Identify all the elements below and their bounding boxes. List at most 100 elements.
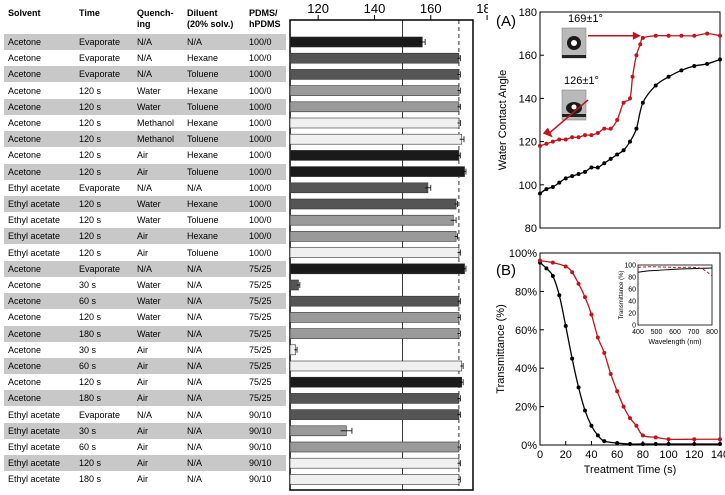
data-point-red bbox=[628, 96, 632, 101]
cell-time: 180 s bbox=[79, 474, 102, 485]
data-point-black bbox=[583, 408, 587, 413]
data-point-black bbox=[640, 100, 645, 105]
cell-ratio: 100/0 bbox=[249, 182, 272, 193]
annotation-low-angle: 126±1° bbox=[564, 75, 599, 87]
cell-quench: Air bbox=[137, 458, 148, 469]
header-quenching-line2: ing bbox=[137, 19, 151, 29]
cell-time: Evaporate bbox=[79, 53, 121, 64]
data-point-red bbox=[634, 423, 639, 428]
table-row: Acetone 180 s Water N/A 75/25 bbox=[4, 325, 286, 342]
x-tick-label: 80 bbox=[637, 449, 649, 461]
data-point-black bbox=[550, 274, 555, 279]
cell-quench: N/A bbox=[137, 182, 153, 193]
cell-solvent: Acetone bbox=[8, 361, 42, 371]
cell-ratio: 75/25 bbox=[249, 361, 272, 371]
cell-solvent: Acetone bbox=[8, 344, 42, 355]
data-point-red bbox=[640, 35, 645, 40]
cell-time: 60 s bbox=[79, 442, 97, 452]
arrow-low-shaft bbox=[548, 99, 589, 135]
data-point-black bbox=[666, 442, 671, 447]
data-point-red bbox=[628, 416, 632, 421]
table-row: Acetone 120 s Water Toluene 100/0 bbox=[4, 98, 286, 115]
table-row: Ethyl acetate 30 s Air N/A 90/10 bbox=[4, 422, 286, 439]
cell-quench: Air bbox=[137, 425, 148, 436]
x-tick-label: 0 bbox=[537, 449, 543, 461]
data-point-black bbox=[615, 441, 620, 446]
cell-ratio: 90/10 bbox=[249, 442, 272, 452]
bar bbox=[289, 474, 460, 485]
cell-time: Evaporate bbox=[79, 182, 121, 193]
data-point-red bbox=[602, 350, 607, 355]
cell-solvent: Acetone bbox=[8, 312, 42, 323]
cell-ratio: 75/25 bbox=[249, 312, 272, 323]
cell-solvent: Ethyl acetate bbox=[8, 215, 61, 226]
data-point-red bbox=[615, 118, 620, 122]
data-point-red bbox=[630, 74, 635, 79]
cell-time: Evaporate bbox=[79, 37, 121, 47]
table-row: Ethyl acetate 120 s Air N/A 90/10 bbox=[4, 455, 286, 472]
cell-ratio: 75/25 bbox=[249, 280, 272, 290]
cell-time: 120 s bbox=[79, 247, 102, 258]
cell-ratio: 75/25 bbox=[249, 393, 272, 404]
cell-time: 120 s bbox=[79, 231, 102, 242]
cell-ratio: 100/0 bbox=[249, 199, 272, 209]
data-point-red bbox=[666, 437, 671, 442]
bar bbox=[289, 36, 423, 48]
header-diluent: Diluent (20% solv.) bbox=[187, 8, 233, 30]
cell-diluent: Toluene bbox=[187, 215, 219, 226]
y-tick-label: 20% bbox=[515, 402, 537, 414]
cell-time: Evaporate bbox=[79, 409, 121, 420]
data-point-black bbox=[602, 161, 607, 166]
table-row: Acetone 30 s Water N/A 75/25 bbox=[4, 277, 286, 293]
panel-a-contact-angle-chart: (A) 80 100 120 140 160 180 Water Contact Angle 1… bbox=[496, 7, 722, 235]
cell-diluent: N/A bbox=[187, 328, 203, 339]
data-point-red bbox=[692, 437, 697, 442]
cell-solvent: Acetone bbox=[8, 134, 42, 145]
cell-ratio: 75/25 bbox=[249, 344, 272, 355]
header-quenching-line1: Quench- bbox=[137, 8, 174, 18]
data-point-black bbox=[563, 176, 568, 181]
y-axis-label: Transmittance (%) bbox=[495, 304, 507, 393]
cell-time: 120 s bbox=[79, 199, 102, 209]
inset-chart: 400 500 600 700 800 0 20 40 60 80 100 Wavelength (n… bbox=[619, 263, 718, 347]
cell-time: 30 s bbox=[79, 425, 97, 436]
droplet-highlight bbox=[571, 40, 577, 46]
cell-ratio: 75/25 bbox=[249, 377, 272, 388]
data-point-black bbox=[692, 442, 697, 447]
data-point-red bbox=[608, 371, 613, 376]
cell-diluent: Hexane bbox=[187, 199, 219, 209]
bar bbox=[289, 117, 460, 129]
bar bbox=[289, 393, 460, 404]
table-row: Acetone 30 s Air N/A 75/25 bbox=[4, 342, 286, 358]
bar bbox=[289, 85, 460, 96]
cell-solvent: Ethyl acetate bbox=[8, 458, 61, 469]
cell-solvent: Ethyl acetate bbox=[8, 247, 61, 258]
cell-diluent: N/A bbox=[187, 442, 203, 452]
bar bbox=[289, 182, 429, 194]
data-point-black bbox=[718, 57, 722, 62]
table-row: Ethyl acetate 180 s Air N/A 90/10 bbox=[4, 471, 286, 487]
cell-quench: Air bbox=[137, 150, 148, 161]
cell-time: 120 s bbox=[79, 150, 102, 161]
bar-x-tick-label: 180 bbox=[476, 1, 488, 16]
data-point-red bbox=[550, 260, 555, 265]
data-point-red bbox=[583, 295, 587, 300]
data-point-black bbox=[634, 126, 639, 131]
header-solvent: Solvent bbox=[8, 8, 41, 18]
cell-ratio: 100/0 bbox=[249, 231, 272, 242]
cell-diluent: N/A bbox=[187, 296, 203, 307]
data-point-black bbox=[563, 323, 568, 328]
bar bbox=[289, 425, 347, 437]
data-point-red bbox=[589, 312, 594, 317]
cell-ratio: 90/10 bbox=[249, 458, 272, 469]
cell-time: Evaporate bbox=[79, 263, 121, 274]
cell-time: 120 s bbox=[79, 166, 102, 177]
plot-frame bbox=[539, 11, 721, 229]
cell-quench: Water bbox=[137, 85, 161, 96]
data-point-red bbox=[563, 264, 568, 269]
cell-quench: N/A bbox=[137, 409, 153, 420]
inset-y-tick-label: 40 bbox=[628, 299, 636, 306]
cell-diluent: N/A bbox=[187, 409, 203, 420]
data-point-black bbox=[544, 266, 549, 271]
bar bbox=[289, 360, 463, 372]
